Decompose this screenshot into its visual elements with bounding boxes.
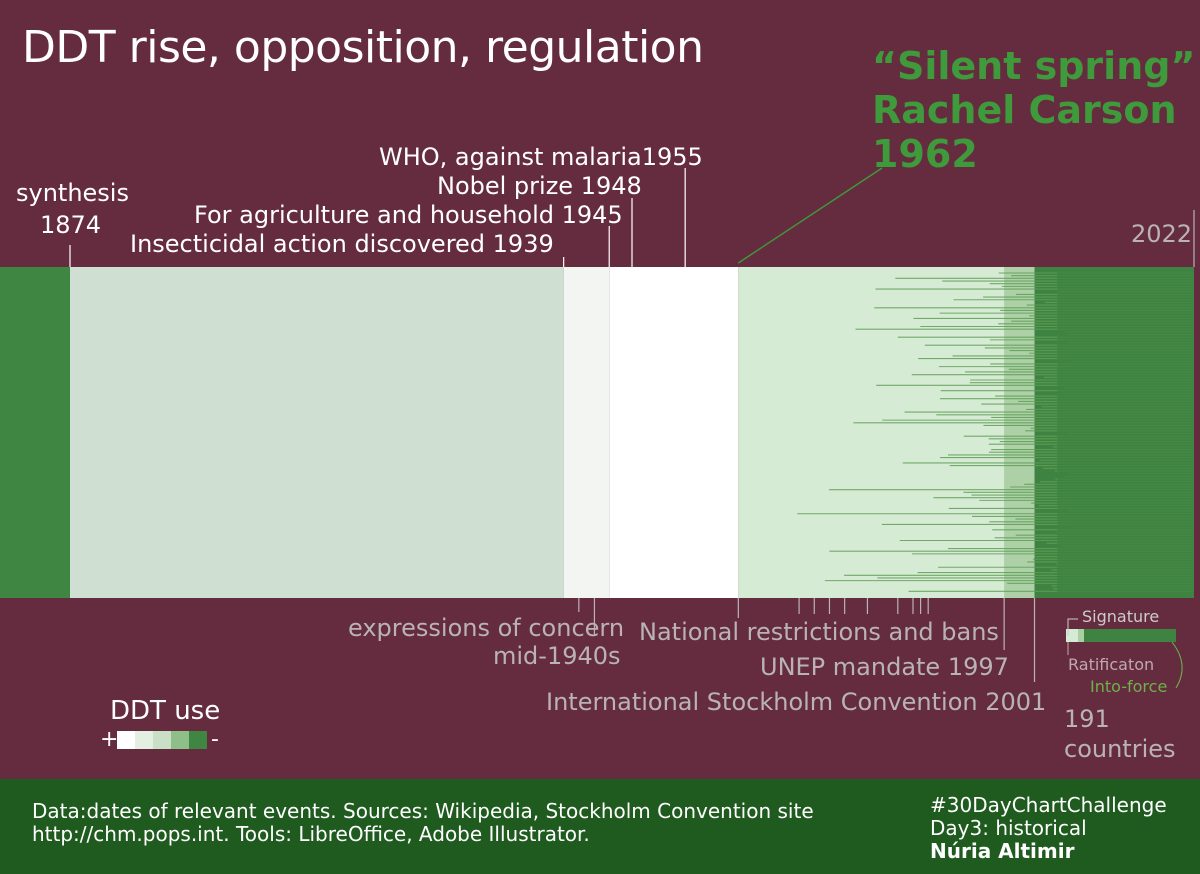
countries-word: countries bbox=[1064, 735, 1176, 763]
label-concern-date: mid-1940s bbox=[493, 642, 621, 670]
label-nobel: Nobel prize 1948 bbox=[437, 172, 642, 200]
label-agriculture: For agriculture and household 1945 bbox=[194, 201, 623, 229]
silent-spring-pointer bbox=[737, 167, 883, 264]
use-legend-swatch bbox=[153, 731, 171, 749]
period-bar bbox=[563, 267, 610, 598]
label-countries: 191 countries bbox=[1064, 704, 1176, 764]
footer-author: Núria Altimir bbox=[930, 839, 1075, 863]
label-concern: expressions of concern bbox=[348, 614, 625, 642]
label-national-bans: National restrictions and bans bbox=[639, 618, 999, 646]
silent-spring-year: 1962 bbox=[872, 132, 978, 176]
period-bar bbox=[609, 267, 739, 598]
use-legend-swatch bbox=[135, 731, 153, 749]
country-legend-sig bbox=[1066, 629, 1078, 642]
countries-count: 191 bbox=[1064, 705, 1110, 733]
label-synthesis-year: 1874 bbox=[40, 211, 102, 239]
label-insecticidal: Insecticidal action discovered 1939 bbox=[130, 230, 554, 258]
footer-source-line1: Data:dates of relevant events. Sources: … bbox=[32, 799, 814, 823]
use-legend-plus: + bbox=[100, 727, 119, 752]
label-silent-spring: “Silent spring” Rachel Carson 1962 bbox=[872, 44, 1195, 176]
label-who: WHO, against malaria1955 bbox=[379, 143, 703, 171]
bar-pre-synthesis bbox=[0, 267, 70, 598]
country-legend-rat bbox=[1078, 629, 1084, 642]
legend-ratification: Ratificaton bbox=[1068, 655, 1155, 674]
legend-signature: Signature bbox=[1082, 607, 1160, 626]
footer-source-line2: http://chm.pops.int. Tools: LibreOffice,… bbox=[32, 822, 590, 846]
country-legend-bar bbox=[1066, 629, 1176, 642]
legend-force-pointer bbox=[1171, 641, 1183, 689]
use-legend-swatch bbox=[189, 731, 207, 749]
into-force-band bbox=[1057, 267, 1194, 598]
use-legend-title: DDT use bbox=[110, 696, 221, 726]
footer-day: Day3: historical bbox=[930, 816, 1087, 840]
label-unep: UNEP mandate 1997 bbox=[760, 653, 1009, 681]
legend-sig-pointer bbox=[1067, 618, 1078, 636]
period-bar bbox=[738, 267, 1035, 598]
convention-band bbox=[1004, 267, 1035, 598]
label-year-end: 2022 bbox=[1131, 220, 1193, 248]
footer-challenge: #30DayChartChallenge bbox=[930, 793, 1167, 817]
silent-spring-author: Rachel Carson bbox=[872, 88, 1177, 132]
footer: Data:dates of relevant events. Sources: … bbox=[0, 779, 1200, 874]
legend-into-force: Into-force bbox=[1090, 677, 1168, 696]
chart-title: DDT rise, opposition, regulation bbox=[22, 22, 704, 73]
label-stockholm: International Stockholm Convention 2001 bbox=[546, 688, 1047, 716]
silent-spring-title: “Silent spring” bbox=[872, 44, 1196, 88]
use-legend-swatch bbox=[117, 731, 135, 749]
label-synthesis: synthesis bbox=[16, 179, 129, 207]
use-legend-swatch bbox=[171, 731, 189, 749]
use-legend-minus: - bbox=[211, 727, 219, 752]
period-bar bbox=[70, 267, 564, 598]
